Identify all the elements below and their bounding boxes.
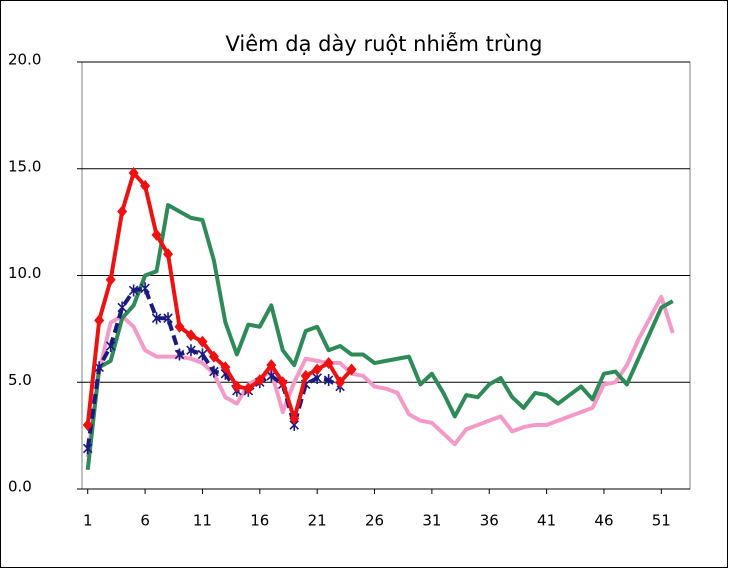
marker — [186, 344, 196, 357]
x-tick-label: 26 — [365, 512, 384, 530]
marker — [105, 273, 116, 286]
marker — [151, 312, 162, 325]
marker — [174, 348, 185, 361]
marker — [94, 361, 104, 374]
marker — [163, 312, 173, 325]
marker — [289, 412, 300, 425]
marker — [128, 167, 139, 180]
marker — [209, 365, 219, 378]
y-tick-label: 0.0 — [8, 478, 32, 496]
x-tick-label: 11 — [193, 512, 212, 530]
marker — [128, 284, 139, 297]
marker — [94, 314, 105, 327]
marker — [105, 339, 116, 352]
marker — [243, 382, 254, 395]
marker — [323, 357, 334, 370]
y-tick-label: 15.0 — [8, 157, 41, 175]
marker — [82, 418, 93, 431]
marker — [82, 442, 93, 455]
marker — [140, 282, 150, 295]
series-line — [85, 203, 674, 471]
series-line — [85, 294, 675, 458]
marker — [163, 248, 174, 261]
marker — [117, 205, 128, 218]
x-tick-label: 16 — [250, 512, 269, 530]
marker — [220, 361, 231, 374]
marker — [335, 376, 346, 389]
marker — [300, 369, 311, 382]
x-tick-label: 51 — [652, 512, 671, 530]
marker — [174, 320, 185, 333]
marker — [208, 350, 219, 363]
x-tick-label: 1 — [83, 512, 93, 530]
marker — [266, 369, 277, 382]
x-tick-label: 31 — [422, 512, 441, 530]
x-tick-label: 6 — [140, 512, 150, 530]
y-tick-label: 10.0 — [8, 264, 41, 282]
y-tick-label: 5.0 — [8, 371, 32, 389]
marker — [231, 380, 242, 393]
marker — [254, 374, 265, 387]
marker — [312, 363, 323, 376]
marker — [151, 228, 162, 241]
y-tick-label: 20.0 — [8, 51, 41, 69]
marker — [277, 376, 288, 389]
marker — [323, 374, 334, 387]
chart-title: Viêm dạ dày ruột nhiễm trùng — [226, 31, 543, 56]
x-tick-label: 36 — [480, 512, 499, 530]
marker — [117, 301, 127, 314]
x-tick-label: 46 — [594, 512, 613, 530]
marker — [197, 348, 208, 361]
marker — [197, 335, 208, 348]
marker — [140, 179, 151, 192]
x-tick-label: 21 — [308, 512, 327, 530]
marker — [346, 363, 357, 376]
marker — [266, 359, 277, 372]
x-tick-label: 41 — [537, 512, 556, 530]
marker — [185, 329, 196, 342]
